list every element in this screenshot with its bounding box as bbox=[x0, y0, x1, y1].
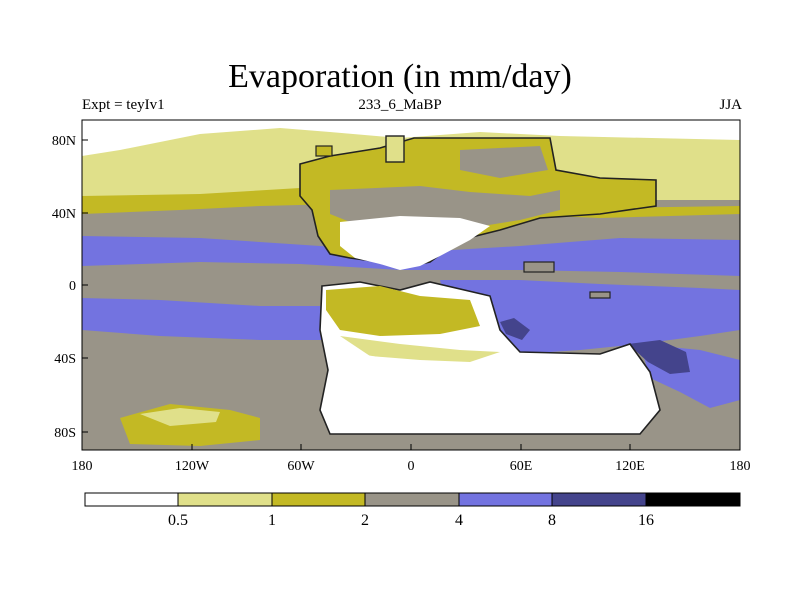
contour-field bbox=[82, 120, 740, 450]
colorbar-label: 0.5 bbox=[168, 512, 188, 529]
x-tick-label: 180 bbox=[72, 459, 93, 474]
colorbar-swatch bbox=[177, 492, 273, 507]
land-south-light bbox=[340, 336, 500, 362]
x-tick-label: 120E bbox=[615, 459, 645, 474]
colorbar-swatch bbox=[84, 492, 179, 507]
x-tick-label: 60E bbox=[510, 459, 533, 474]
colorbar-swatch bbox=[271, 492, 366, 507]
field-blue-south bbox=[82, 298, 330, 340]
colorbar-label: 1 bbox=[268, 512, 276, 529]
land-north-white bbox=[340, 216, 490, 270]
map-title: Evaporation (in mm/day) bbox=[228, 58, 572, 95]
colorbar-label: 2 bbox=[361, 512, 369, 529]
colorbar: 0.5 1 2 4 8 16 bbox=[84, 492, 741, 529]
colorbar-swatch bbox=[645, 492, 741, 507]
colorbar-swatch bbox=[364, 492, 460, 507]
x-axis: 180 120W 60W 0 60E 120E 180 bbox=[72, 444, 751, 474]
y-tick-label: 80S bbox=[54, 426, 76, 441]
y-tick-label: 40S bbox=[54, 352, 76, 367]
y-axis: 80N 40N 0 40S 80S bbox=[52, 134, 88, 441]
y-tick-label: 0 bbox=[69, 279, 76, 294]
x-tick-label: 180 bbox=[730, 459, 751, 474]
x-tick-label: 0 bbox=[408, 459, 415, 474]
island-4 bbox=[315, 145, 333, 157]
x-tick-label: 120W bbox=[175, 459, 210, 474]
field-south-light bbox=[140, 408, 220, 426]
colorbar-label: 16 bbox=[638, 512, 654, 529]
x-tick-label: 60W bbox=[287, 459, 315, 474]
land-south-inner-white bbox=[336, 350, 640, 428]
colorbar-label: 8 bbox=[548, 512, 556, 529]
land-north-grey2 bbox=[460, 146, 548, 178]
field-north-white bbox=[82, 120, 740, 156]
island-3 bbox=[589, 291, 611, 299]
field-dark-spot bbox=[500, 318, 530, 340]
period-label: 233_6_MaBP bbox=[358, 97, 442, 113]
island-2 bbox=[523, 261, 555, 273]
experiment-label: Expt = teyIv1 bbox=[82, 97, 165, 113]
y-tick-label: 40N bbox=[52, 207, 76, 222]
colorbar-swatch bbox=[458, 492, 553, 507]
colorbar-label: 4 bbox=[455, 512, 463, 529]
colorbar-swatch bbox=[551, 492, 647, 507]
land-south-olive bbox=[326, 286, 480, 336]
island-1 bbox=[385, 135, 405, 163]
season-label: JJA bbox=[719, 97, 742, 113]
field-dark-se bbox=[628, 340, 690, 374]
y-tick-label: 80N bbox=[52, 134, 76, 149]
